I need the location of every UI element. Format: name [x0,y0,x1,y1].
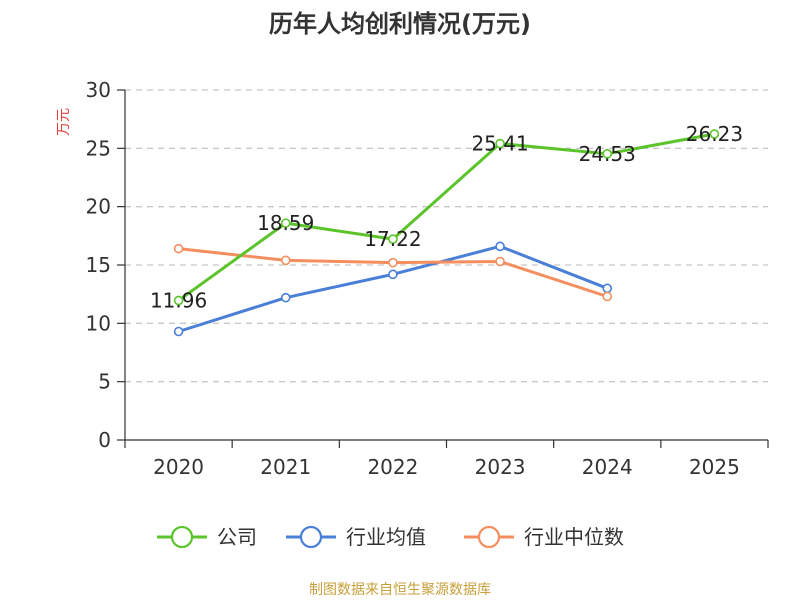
data-point [280,218,291,228]
data-point [388,234,398,244]
data-label: 17.22 [364,227,421,251]
series-line [177,132,715,302]
data-point [602,149,613,159]
legend-label: 公司 [217,525,257,549]
x-tick-labels: 2020 2021 2022 2023 2024 2025 [153,455,740,479]
series-公司 [173,129,720,306]
series-行业均值 [173,241,613,337]
data-point [173,326,184,337]
legend-marker [477,525,501,549]
data-label: 11.96 [150,288,207,312]
y-tick-label: 30 [86,78,111,102]
y-tick-label: 15 [86,253,111,277]
legend-marker [299,525,323,549]
data-point [495,241,505,252]
data-point [173,243,184,254]
data-label: 24.53 [579,142,636,166]
data-label: 25.41 [471,132,528,156]
series-layer [173,129,720,337]
legend-marker [170,525,194,549]
x-tick-label: 2023 [475,455,526,479]
y-tick-label: 10 [86,311,111,335]
data-point [388,269,398,280]
y-tick-label: 25 [86,136,111,160]
legend: 公司 行业均值 行业中位数 [157,525,624,549]
y-tick-label: 5 [98,370,111,394]
data-label: 26.23 [686,122,743,146]
legend-item-行业中位数: 行业中位数 [464,525,624,549]
data-point [280,255,291,266]
axes [117,89,769,448]
y-axis-unit: 万元 [56,108,72,136]
data-point [173,295,184,306]
x-tick-label: 2021 [260,455,311,479]
y-tick-label: 0 [98,428,111,452]
x-tick-label: 2025 [689,455,740,479]
data-label: 18.59 [257,211,314,235]
series-行业中位数 [173,243,613,302]
legend-label: 行业中位数 [524,525,624,549]
legend-item-行业均值: 行业均值 [286,525,426,549]
source-note: 制图数据来自恒生聚源数据库 [309,582,491,598]
data-labels: 11.96 18.59 17.22 25.41 24.53 26.23 [150,122,743,312]
data-point [602,291,613,302]
data-point [495,256,505,267]
y-tick-labels: 0 5 10 15 20 25 30 [86,78,111,452]
data-point [709,129,720,139]
data-point [495,138,505,149]
gridlines [125,89,768,383]
chart-title: 历年人均创利情况(万元) [269,10,531,38]
data-point [280,292,291,303]
y-tick-label: 20 [86,195,111,219]
x-tick-label: 2020 [153,455,204,479]
data-point [388,257,398,268]
legend-item-公司: 公司 [157,525,257,549]
x-tick-label: 2022 [367,455,418,479]
data-point [602,283,613,294]
x-tick-label: 2024 [582,455,633,479]
legend-label: 行业均值 [346,525,426,549]
